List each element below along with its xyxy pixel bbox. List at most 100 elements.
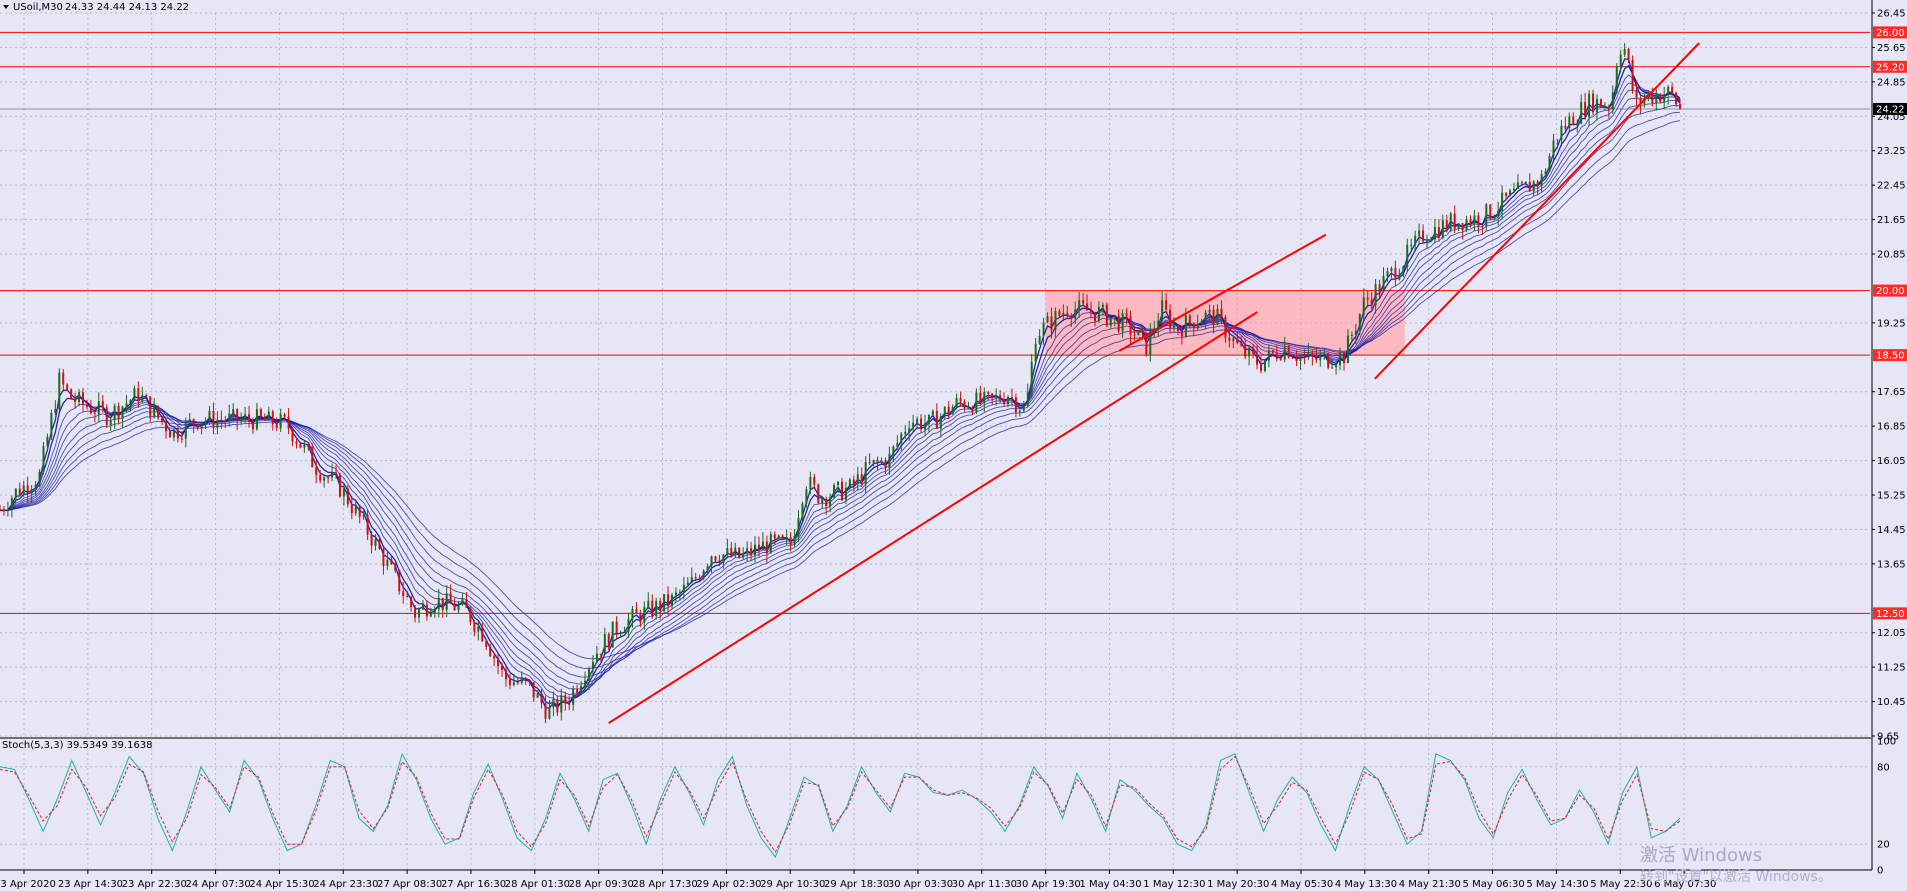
candle-body [813, 477, 816, 485]
candle-body [979, 392, 982, 403]
candle-body [991, 393, 994, 398]
candle-body [1564, 125, 1567, 129]
candle-body [1161, 300, 1164, 321]
price-tick-label: 10.45 [1877, 697, 1906, 708]
candle-body [497, 658, 500, 666]
candle-body [477, 626, 480, 632]
candle-body [718, 560, 721, 563]
time-tick-label: 1 May 04:30 [1079, 879, 1141, 890]
candle-body [1236, 338, 1239, 344]
candle-body [271, 411, 274, 425]
price-tick-label: 22.45 [1877, 181, 1906, 192]
candle-body [1224, 317, 1227, 338]
candle-body [374, 539, 377, 546]
candle-body [536, 693, 539, 698]
candle-body [1465, 219, 1468, 231]
candle-body [1611, 92, 1614, 111]
candle-body [1074, 309, 1077, 319]
candle-body [532, 682, 535, 698]
time-tick-label: 23 Apr 22:30 [122, 879, 187, 890]
candle-body [1263, 360, 1266, 371]
candle-body [1667, 86, 1670, 96]
candle-body [22, 485, 25, 496]
candle-body [1093, 312, 1096, 321]
candle-body [1501, 192, 1504, 211]
candle-body [283, 414, 286, 417]
stoch-axis-label: 0 [1877, 866, 1883, 877]
candle-body [908, 428, 911, 432]
candle-body [663, 594, 666, 611]
candle-body [595, 653, 598, 662]
time-tick-label: 27 Apr 08:30 [377, 879, 442, 890]
time-tick-label: 27 Apr 16:30 [441, 879, 506, 890]
candle-body [1516, 182, 1519, 189]
trendlines [608, 42, 1700, 724]
candle-body [469, 607, 472, 623]
candle-body [552, 699, 555, 708]
candle-body [453, 603, 456, 611]
time-tick-label: 24 Apr 23:30 [313, 879, 378, 890]
candle-body [481, 626, 484, 642]
candle-body [303, 444, 306, 448]
time-tick-label: 1 May 20:30 [1207, 879, 1269, 890]
candle-body [176, 429, 179, 439]
last-price-tag [1873, 102, 1907, 115]
candle-body [1556, 139, 1559, 141]
level-price-tag [1873, 284, 1907, 297]
candle-body [1675, 92, 1678, 105]
candle-body [1216, 308, 1219, 325]
candle-body [1220, 308, 1223, 318]
trendline [1118, 233, 1327, 352]
candle-body [78, 392, 81, 402]
candle-body [501, 665, 504, 670]
candle-body [615, 621, 618, 634]
candle-body [528, 680, 531, 683]
candle-body [686, 582, 689, 585]
candle-body [335, 472, 337, 475]
candle-body [82, 392, 85, 404]
candle-body [817, 484, 820, 503]
candle-body [833, 485, 836, 498]
candle-body [1149, 330, 1152, 356]
candle-body [789, 537, 792, 546]
candle-body [1603, 106, 1606, 108]
candle-body [769, 534, 772, 554]
time-tick-label: 23 Apr 14:30 [58, 879, 123, 890]
candle-body [801, 503, 804, 518]
candle-body [773, 534, 776, 539]
candle-body [1588, 93, 1591, 117]
candle-body [1679, 104, 1681, 109]
candle-body [742, 553, 745, 558]
candle-body [1105, 304, 1108, 326]
candle-body [315, 467, 318, 476]
candle-body [1279, 358, 1282, 360]
candle-body [1343, 352, 1345, 364]
candle-body [1010, 397, 1013, 399]
candle-body [706, 566, 709, 571]
candle-body [1615, 66, 1618, 93]
candle-body [971, 407, 974, 413]
time-tick-label: 5 May 06:30 [1463, 879, 1525, 890]
candle-body [1335, 365, 1338, 368]
trendline [1374, 42, 1700, 380]
candle-body [698, 577, 701, 579]
candle-body [153, 405, 156, 418]
candle-body [1212, 309, 1215, 325]
candle-body [414, 607, 417, 618]
candle-body [172, 429, 175, 438]
candle-body [200, 423, 203, 429]
candle-body [204, 420, 207, 424]
candle-body [611, 621, 614, 648]
candle-body [722, 554, 725, 563]
candle-body [26, 485, 29, 494]
candle-body [1129, 316, 1132, 335]
candle-body [1125, 312, 1128, 317]
candle-body [10, 498, 13, 510]
candle-body [1169, 309, 1172, 329]
candle-body [667, 594, 670, 607]
candle-body [987, 391, 990, 394]
candle-body [864, 462, 867, 485]
